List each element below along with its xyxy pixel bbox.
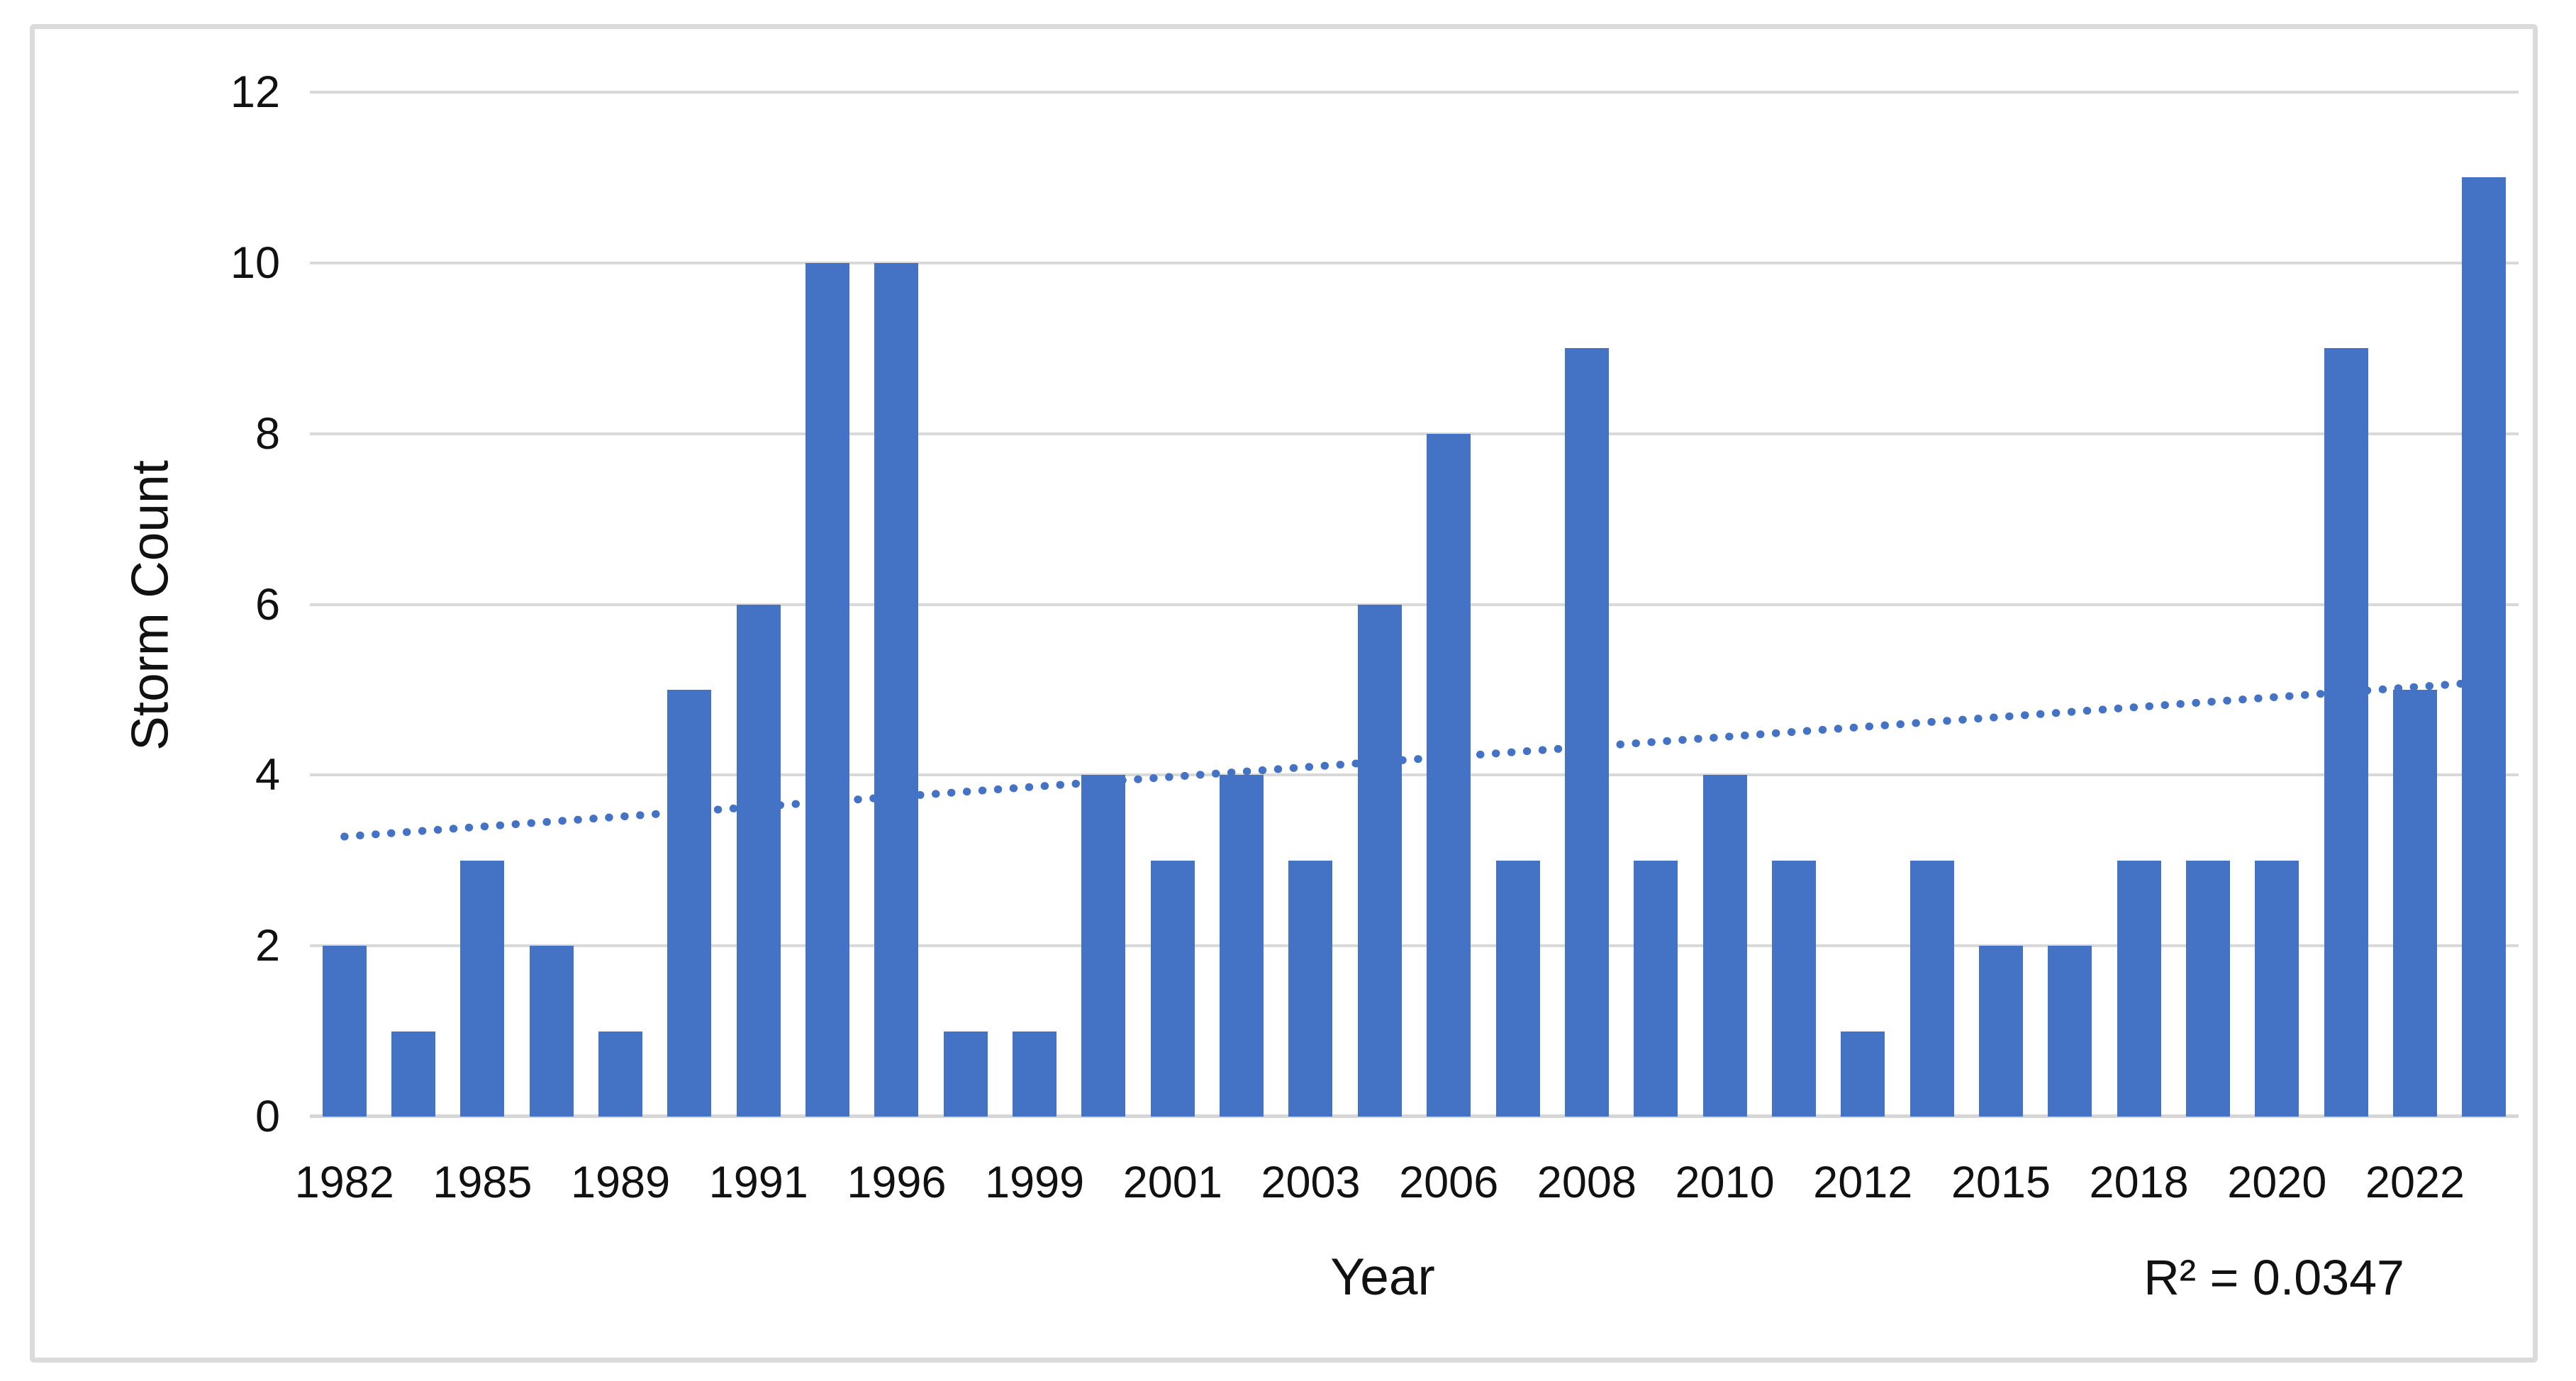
y-axis-tick-label: 4 [255,750,280,800]
r-squared-label: R² = 0.0347 [2143,1250,2404,1305]
bar [1013,1031,1057,1117]
x-axis-tick-label: 2003 [1261,1158,1361,1207]
bar [2462,177,2507,1117]
x-axis-tick-label: 1991 [708,1158,808,1207]
bar [1357,604,1402,1117]
x-axis-tick-label: 2015 [1951,1158,2051,1207]
bar [1427,433,1471,1117]
y-axis-tick-label: 0 [255,1092,280,1141]
x-axis-tick-label: 2020 [2227,1158,2327,1207]
x-axis-tick-label: 1999 [985,1158,1085,1207]
trendline [340,678,2488,841]
x-axis-tick-label: 1996 [847,1158,947,1207]
y-axis-tick-label: 12 [230,67,280,117]
plot-area [310,91,2519,1118]
x-axis-tick-label: 2012 [1813,1158,1913,1207]
chart-frame [30,24,2538,1363]
bar [667,689,712,1117]
x-axis-tick-label: 2001 [1122,1158,1222,1207]
x-axis-tick-label: 2010 [1675,1158,1775,1207]
y-axis-tick-label: 8 [255,408,280,459]
gridline-y-8 [310,432,2519,435]
bar [736,604,781,1117]
bar [1702,775,1747,1117]
x-axis-line [310,1114,2519,1118]
bar [460,860,505,1117]
bar [1771,860,1816,1117]
bar [805,262,850,1117]
bar [1634,860,1678,1117]
bar [943,1031,988,1117]
bar [1081,775,1126,1117]
bar [1220,775,1264,1117]
gridline-y-2 [310,944,2519,948]
bar [1909,860,1954,1117]
bar [1288,860,1333,1117]
bar [874,262,919,1117]
gridline-y-4 [310,773,2519,777]
bar [1841,1031,1885,1117]
bar [2117,860,2161,1117]
bar [1150,860,1195,1117]
y-axis-tick-label: 2 [255,921,280,971]
bar [2392,689,2437,1117]
bar [2324,348,2368,1117]
gridline-y-12 [310,91,2519,94]
bar [1495,860,1540,1117]
x-axis-tick-label: 2022 [2365,1158,2465,1207]
bar [598,1031,643,1117]
bar [2185,860,2230,1117]
bar [2255,860,2299,1117]
bar [1978,946,2023,1117]
bar [1564,348,1609,1117]
x-axis-tick-label: 1982 [294,1158,394,1207]
x-axis-tick-label: 2018 [2089,1158,2189,1207]
bar [391,1031,436,1117]
y-axis-tick-label: 10 [230,237,280,288]
x-axis-tick-label: 2006 [1399,1158,1499,1207]
x-axis-tick-label: 1989 [570,1158,671,1207]
gridline-y-10 [310,261,2519,264]
x-axis-tick-label: 2008 [1537,1158,1637,1207]
bar [2048,946,2092,1117]
bar [322,946,367,1117]
x-axis-title: Year [1330,1248,1435,1306]
y-axis-tick-label: 6 [255,579,280,630]
bar [529,946,574,1117]
gridline-y-6 [310,603,2519,606]
x-axis-tick-label: 1985 [433,1158,533,1207]
